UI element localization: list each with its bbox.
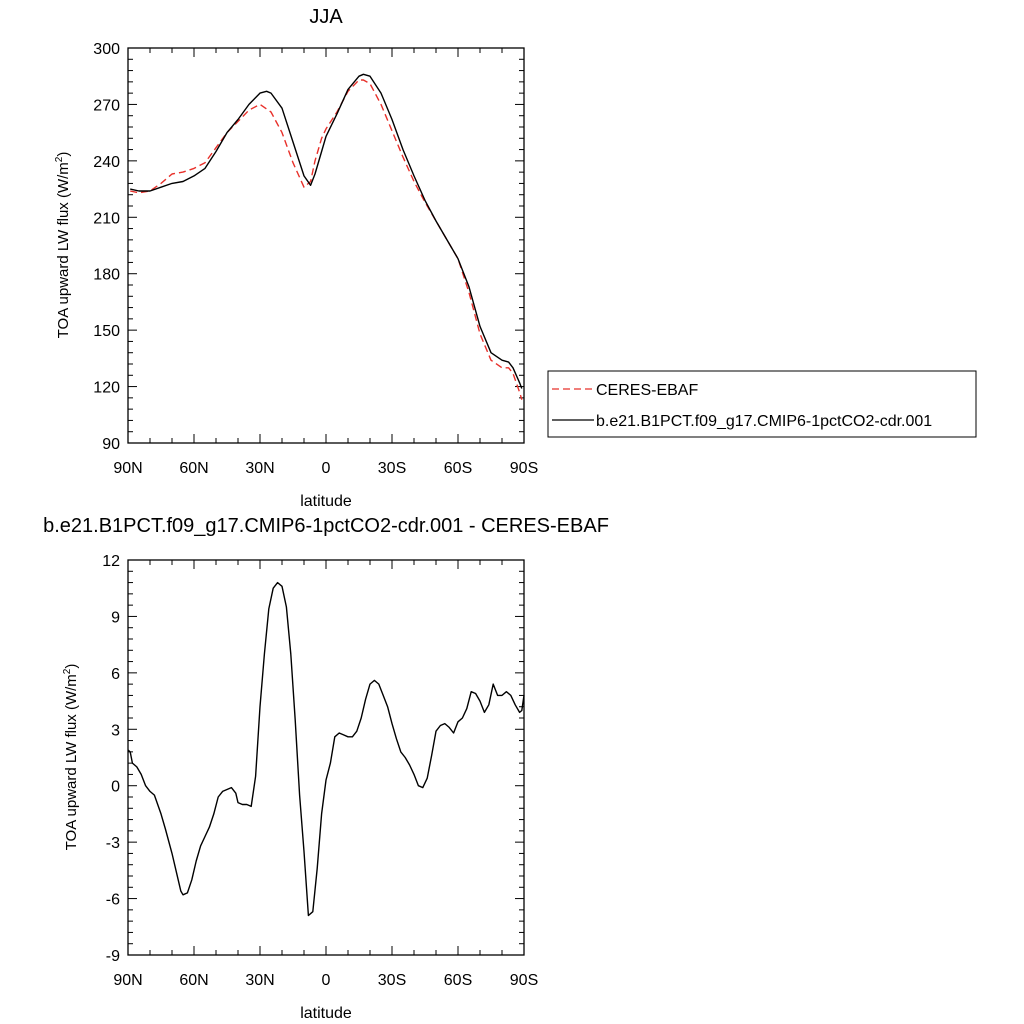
- chart-top-series-line-b-e21-b1pct-f09-g17-cmip6-1pctco2-cdr-001: [130, 73, 523, 389]
- chart-top-y-tick-label: 210: [93, 210, 120, 227]
- chart-bottom-series-line-difference: [127, 581, 525, 917]
- chart-top-x-tick-label: 60S: [444, 460, 472, 477]
- chart-bottom-series-group: [127, 581, 525, 917]
- chart-top-y-tick-label: 90: [102, 436, 120, 453]
- chart-bottom-x-axis-label: latitude: [300, 1005, 352, 1022]
- chart-top-x-tick-label: 90S: [510, 460, 538, 477]
- chart-top-ticks: 90 120 150 180 210 240 270 300 90N 60N 30N 0 30S 60S 9…: [93, 41, 538, 477]
- chart-bottom-x-tick-label: 30S: [378, 972, 406, 989]
- chart-bottom-y-axis-label-main: TOA upward LW flux (W/m: [63, 674, 80, 850]
- chart-top-x-tick-label: 30S: [378, 460, 406, 477]
- chart-top-y-tick-label: 150: [93, 323, 120, 340]
- chart-bottom-y-tick-label: -9: [106, 948, 120, 965]
- chart-bottom-title: b.e21.B1PCT.f09_g17.CMIP6-1pctCO2-cdr.00…: [43, 515, 609, 537]
- chart-bottom-y-tick-label: -6: [106, 892, 120, 909]
- chart-top-y-axis-label-main: TOA upward LW flux (W/m: [55, 162, 72, 338]
- chart-top-y-axis-label: TOA upward LW flux (W/m2): [54, 152, 72, 339]
- chart-bottom-y-tick-label: 12: [102, 553, 120, 570]
- chart-top-title: JJA: [309, 6, 343, 28]
- chart-bottom-y-axis-label-superscript: 2: [62, 668, 73, 674]
- chart-top-y-tick-label: 120: [93, 380, 120, 397]
- chart-bottom-y-tick-label: 9: [111, 609, 120, 626]
- chart-top-x-tick-label: 90N: [113, 460, 142, 477]
- chart-top-x-axis-label: latitude: [300, 493, 352, 510]
- chart-bottom: b.e21.B1PCT.f09_g17.CMIP6-1pctCO2-cdr.00…: [43, 515, 609, 1022]
- legend-box: [547, 370, 977, 438]
- chart-top-x-tick-label: 30N: [245, 460, 274, 477]
- chart-bottom-y-axis-label-tail: ): [63, 664, 80, 669]
- chart-top-y-tick-label: 270: [93, 97, 120, 114]
- chart-bottom-x-tick-label: 90N: [113, 972, 142, 989]
- chart-bottom-y-tick-label: 3: [111, 722, 120, 739]
- chart-top-y-tick-label: 180: [93, 267, 120, 284]
- chart-bottom-plot-frame: [127, 559, 525, 956]
- chart-bottom-x-tick-label: 30N: [245, 972, 274, 989]
- legend-entry-model-label: b.e21.B1PCT.f09_g17.CMIP6-1pctCO2-cdr.00…: [596, 413, 932, 430]
- chart-top-y-axis-label-tail: ): [55, 152, 72, 157]
- chart-bottom-y-tick-label: 0: [111, 779, 120, 796]
- chart-top-y-axis-label-superscript: 2: [54, 156, 65, 162]
- chart-bottom-x-tick-label: 60N: [179, 972, 208, 989]
- chart-top-x-tick-label: 60N: [179, 460, 208, 477]
- chart-top-series-line-ceres-ebaf: [130, 79, 523, 400]
- chart-bottom-x-tick-label: 90S: [510, 972, 538, 989]
- chart-top-y-tick-label: 240: [93, 154, 120, 171]
- chart-bottom-ticks: -9 -6 -3 0 3 6 9 12 90N 60N 30N 0 30S 60S 90S: [102, 553, 538, 989]
- chart-top: JJA TOA upward LW flux (W/m2) latitude 9…: [54, 6, 538, 510]
- chart-top-plot-frame: [127, 47, 525, 444]
- chart-top-series-group: [130, 73, 523, 400]
- legend-entry-ceres-label: CERES-EBAF: [596, 382, 698, 399]
- chart-top-legend: CERES-EBAF b.e21.B1PCT.f09_g17.CMIP6-1pc…: [547, 370, 977, 438]
- chart-bottom-y-axis-label: TOA upward LW flux (W/m2): [62, 664, 80, 851]
- chart-top-x-tick-label: 0: [322, 460, 331, 477]
- chart-top-y-tick-label: 300: [93, 41, 120, 58]
- chart-bottom-y-tick-label: 6: [111, 666, 120, 683]
- chart-bottom-y-tick-label: -3: [106, 835, 120, 852]
- chart-bottom-x-tick-label: 0: [322, 972, 331, 989]
- chart-bottom-x-tick-label: 60S: [444, 972, 472, 989]
